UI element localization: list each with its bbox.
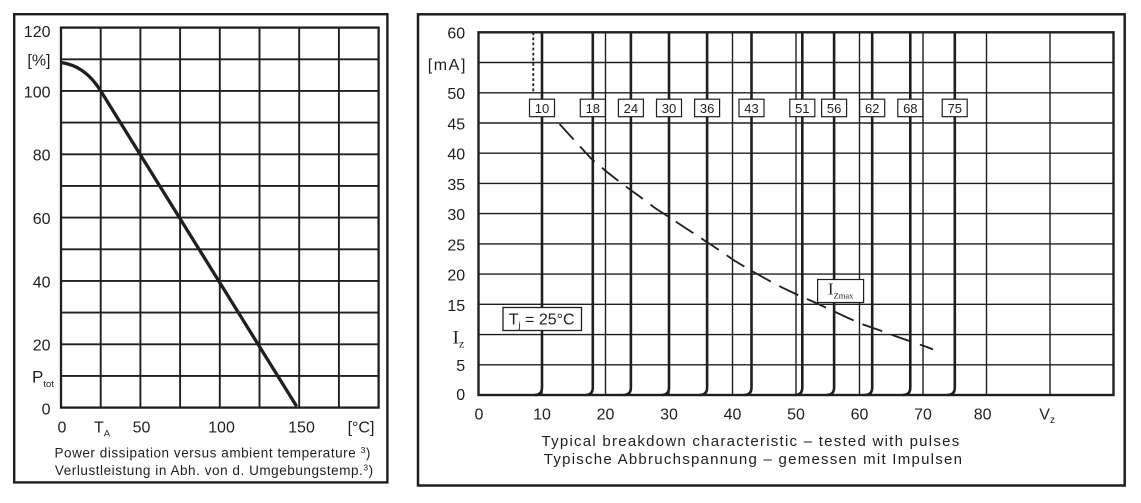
svg-text:Typical breakdown characterist: Typical breakdown characteristic – teste… <box>542 433 961 450</box>
svg-text:10: 10 <box>535 101 549 116</box>
svg-text:40: 40 <box>33 274 51 291</box>
svg-text:0: 0 <box>58 420 67 437</box>
svg-text:56: 56 <box>827 101 841 116</box>
svg-text:0: 0 <box>42 402 51 419</box>
svg-text:Tj = 25°C: Tj = 25°C <box>509 312 575 332</box>
svg-text:80: 80 <box>33 148 51 165</box>
svg-text:Verlustleistung in Abh. von d.: Verlustleistung in Abh. von d. Umgebungs… <box>55 463 374 479</box>
svg-text:20: 20 <box>597 406 615 423</box>
svg-text:68: 68 <box>903 101 917 116</box>
svg-text:[°C]: [°C] <box>348 420 375 437</box>
svg-text:100: 100 <box>208 420 235 437</box>
svg-text:51: 51 <box>795 101 809 116</box>
svg-text:60: 60 <box>851 406 869 423</box>
svg-text:15: 15 <box>447 298 465 315</box>
svg-text:120: 120 <box>24 24 51 41</box>
svg-text:50: 50 <box>787 406 805 423</box>
svg-text:30: 30 <box>447 207 465 224</box>
svg-text:0: 0 <box>475 406 484 423</box>
svg-text:[%]: [%] <box>27 53 50 70</box>
svg-text:20: 20 <box>447 268 465 285</box>
svg-text:30: 30 <box>660 406 678 423</box>
svg-text:18: 18 <box>586 101 600 116</box>
svg-text:30: 30 <box>662 101 676 116</box>
svg-text:Power dissipation versus ambie: Power dissipation versus ambient tempera… <box>54 445 370 461</box>
svg-text:50: 50 <box>447 86 465 103</box>
svg-text:150: 150 <box>288 420 315 437</box>
svg-text:20: 20 <box>33 338 51 355</box>
svg-text:62: 62 <box>865 101 879 116</box>
svg-text:Typische Abbruchspannung – gem: Typische Abbruchspannung – gemessen mit … <box>544 451 963 468</box>
svg-text:10: 10 <box>533 406 551 423</box>
svg-text:Iz: Iz <box>453 328 465 351</box>
svg-text:45: 45 <box>447 116 465 133</box>
svg-text:60: 60 <box>447 26 465 43</box>
svg-text:36: 36 <box>700 101 714 116</box>
svg-text:75: 75 <box>948 101 962 116</box>
svg-text:35: 35 <box>447 177 465 194</box>
svg-text:100: 100 <box>24 84 51 101</box>
svg-text:50: 50 <box>133 420 151 437</box>
svg-text:60: 60 <box>33 211 51 228</box>
svg-text:43: 43 <box>744 101 758 116</box>
svg-text:70: 70 <box>914 406 932 423</box>
svg-text:25: 25 <box>447 237 465 254</box>
svg-text:5: 5 <box>456 358 465 375</box>
svg-text:[mA]: [mA] <box>428 57 467 74</box>
svg-text:24: 24 <box>624 101 638 116</box>
svg-text:40: 40 <box>447 147 465 164</box>
svg-text:80: 80 <box>974 406 992 423</box>
svg-text:0: 0 <box>456 387 465 404</box>
svg-text:40: 40 <box>724 406 742 423</box>
